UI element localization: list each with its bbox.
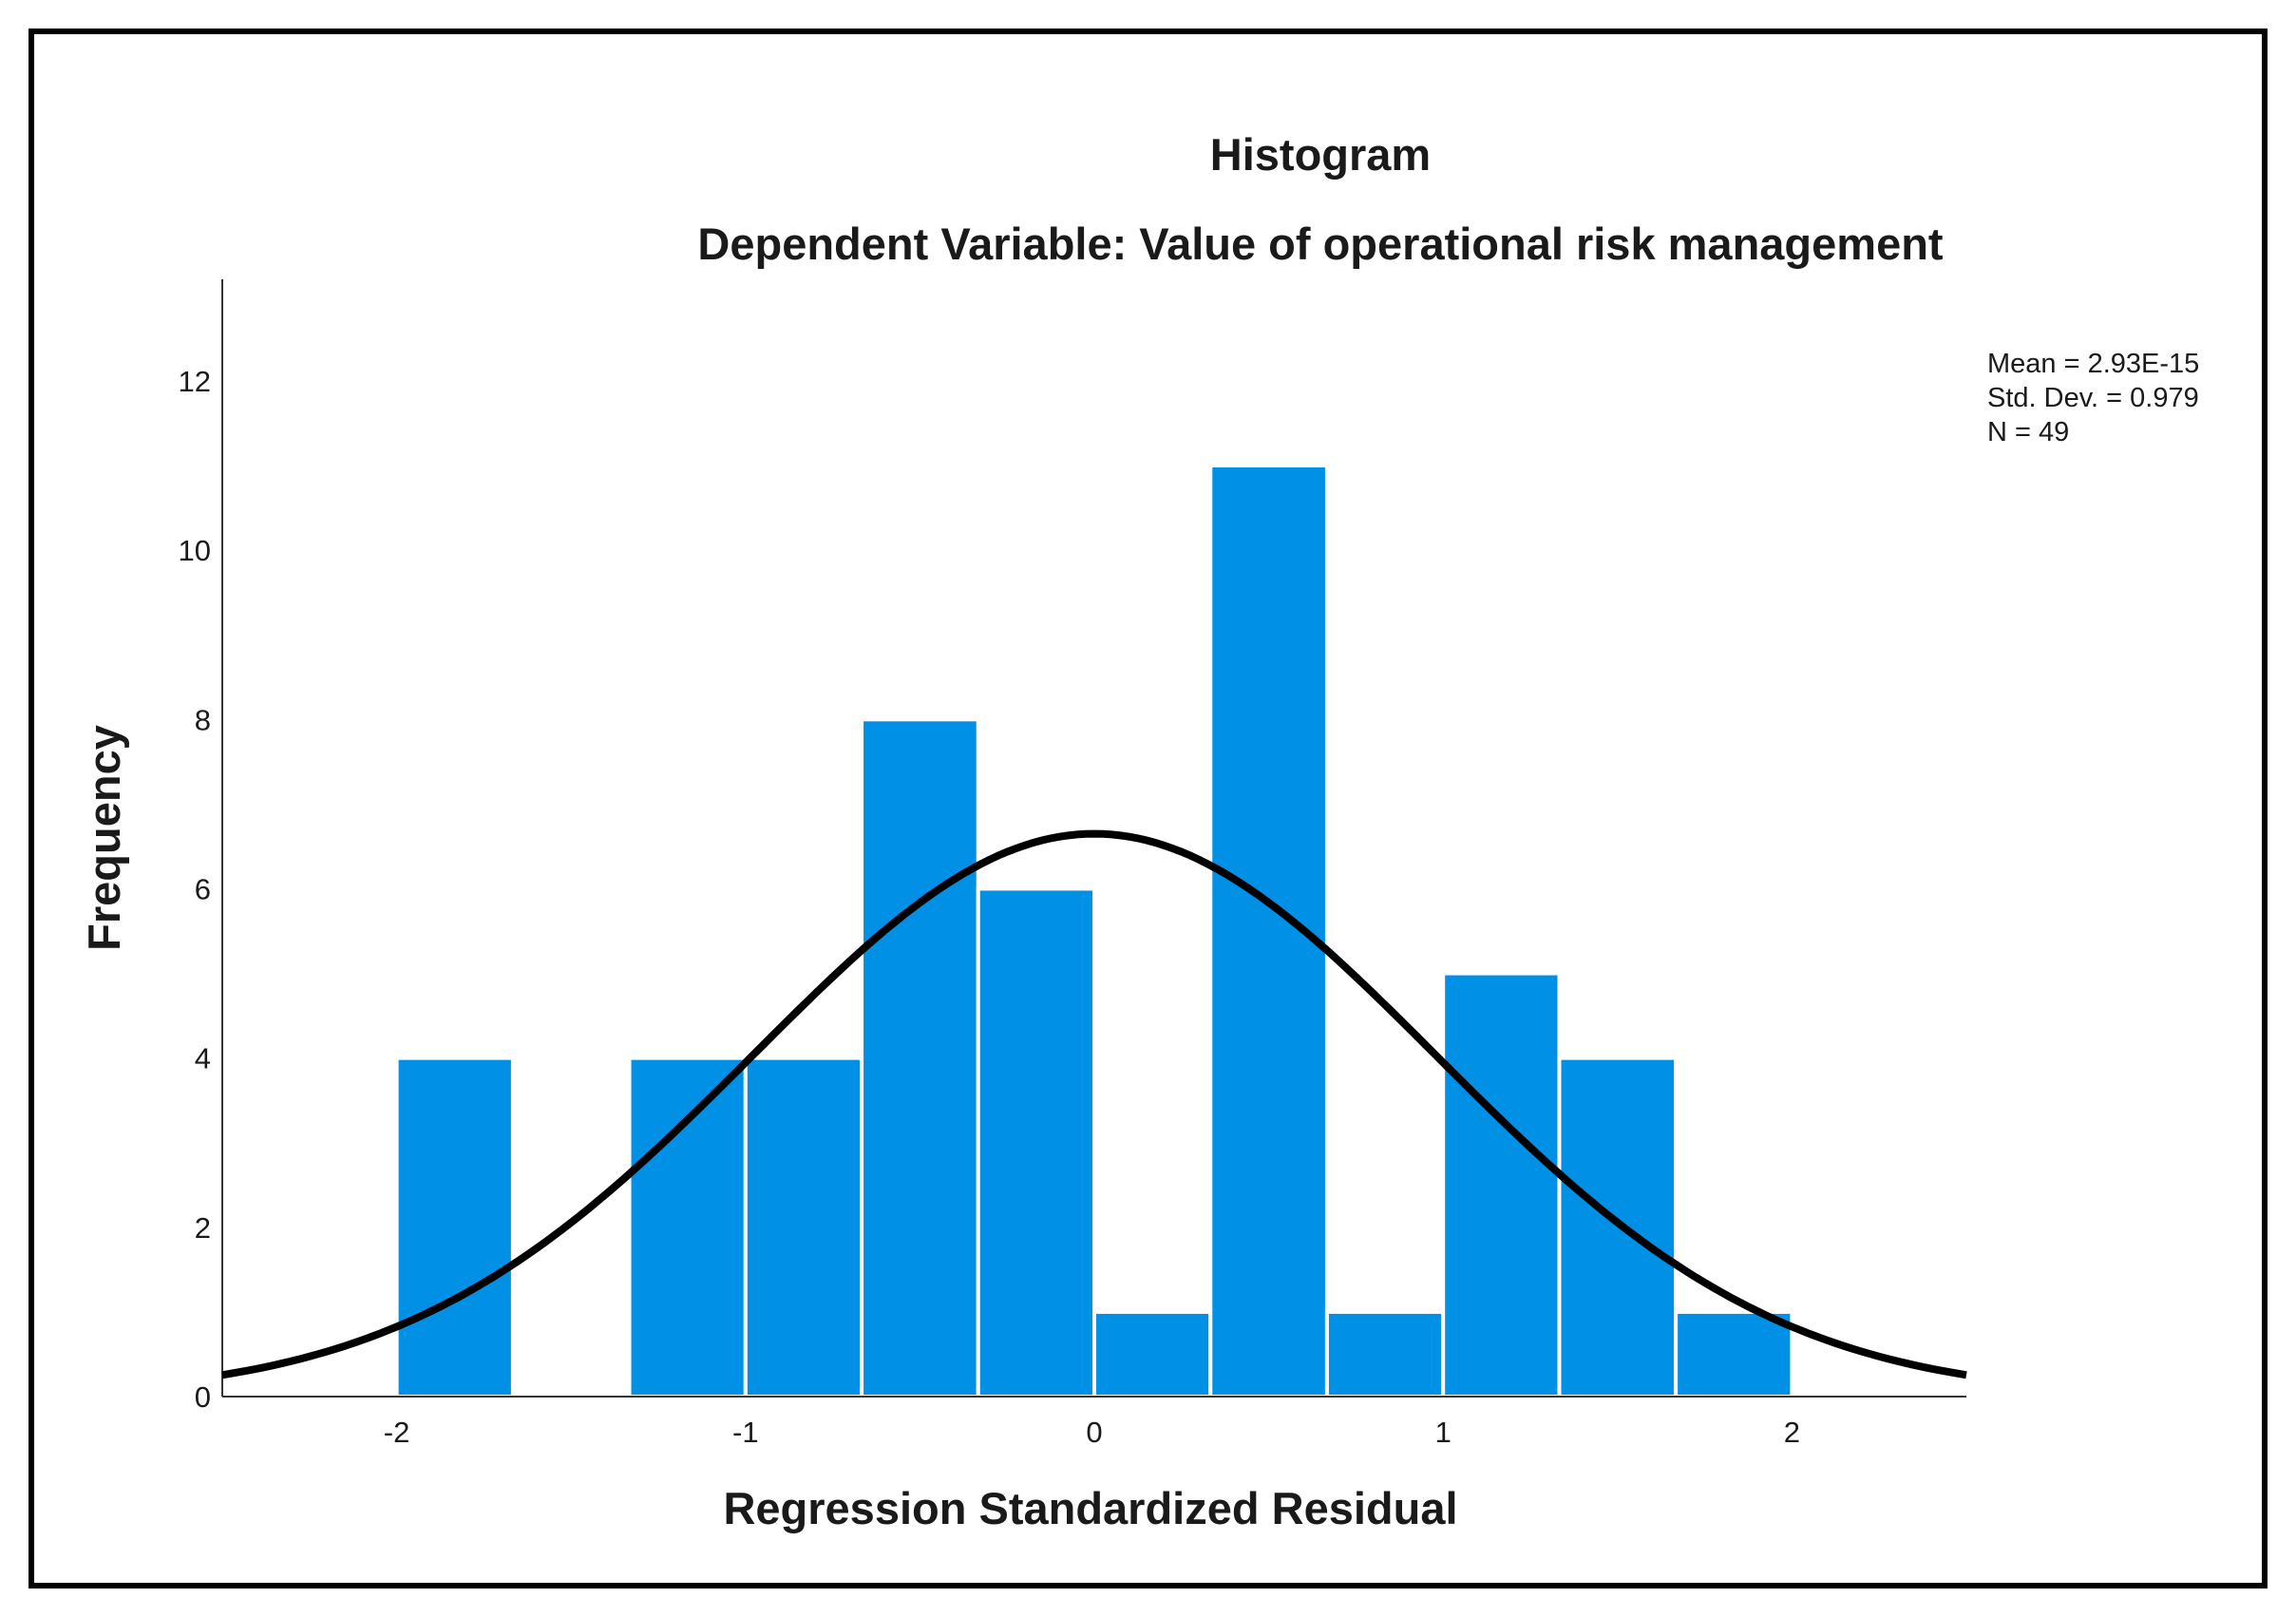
histogram-bar — [1674, 1309, 1794, 1398]
x-tick-label: 2 — [1784, 1416, 1800, 1449]
y-tick-label: 12 — [179, 365, 211, 398]
x-tick-label: 1 — [1435, 1416, 1452, 1449]
histogram-bar — [743, 1056, 864, 1398]
stat-line: Mean = 2.93E-15 — [1987, 349, 2199, 379]
y-axis-label: Frequency — [79, 725, 129, 951]
normal-curve — [221, 829, 1967, 1379]
x-tick-label: 0 — [1086, 1416, 1102, 1449]
x-axis-ticks: -2 -1 0 1 2 — [384, 1416, 1800, 1449]
histogram-bar — [1441, 971, 1562, 1399]
stat-line: N = 49 — [1987, 417, 2069, 447]
histogram-bar — [1092, 1309, 1213, 1398]
histogram-bar — [860, 717, 980, 1398]
summary-stats: Mean = 2.93E-15 Std. Dev. = 0.979 N = 49 — [1987, 349, 2199, 447]
chart-title: Histogram — [1210, 129, 1431, 180]
y-tick-label: 2 — [195, 1211, 211, 1245]
histogram-bar — [976, 886, 1097, 1398]
chart-frame: Histogram Dependent Variable: Value of o… — [28, 29, 2268, 1588]
histogram-chart: Histogram Dependent Variable: Value of o… — [79, 129, 2199, 1533]
axes — [221, 279, 1966, 1398]
x-axis-label: Regression Standardized Residual — [723, 1483, 1457, 1533]
histogram-bar — [627, 1056, 748, 1398]
x-tick-label: -2 — [384, 1416, 410, 1449]
chart-subtitle: Dependent Variable: Value of operational… — [697, 219, 1944, 269]
y-tick-label: 4 — [195, 1042, 211, 1075]
x-tick-label: -1 — [732, 1416, 759, 1449]
y-axis-ticks: 0 2 4 6 8 10 12 — [179, 365, 211, 1414]
histogram-bar — [394, 1056, 515, 1398]
y-tick-label: 8 — [195, 703, 211, 736]
y-tick-label: 0 — [195, 1380, 211, 1414]
y-tick-label: 10 — [179, 534, 211, 567]
histogram-bar — [1324, 1309, 1446, 1398]
histogram-bars — [394, 464, 1794, 1399]
y-tick-label: 6 — [195, 872, 211, 905]
stat-line: Std. Dev. = 0.979 — [1987, 383, 2199, 413]
